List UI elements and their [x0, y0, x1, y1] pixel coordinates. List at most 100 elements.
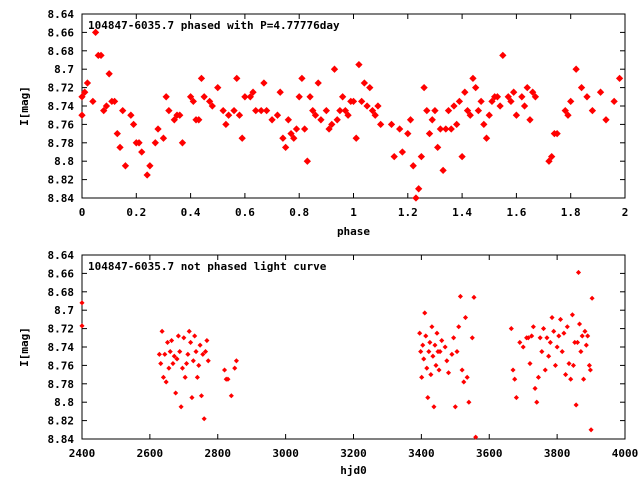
data-point	[189, 97, 197, 106]
data-point	[488, 97, 496, 106]
data-point	[548, 152, 556, 161]
data-point	[469, 74, 477, 83]
phased-y-tick-label: 8.66	[48, 26, 75, 39]
data-point	[83, 79, 92, 87]
data-point	[183, 361, 190, 367]
data-point	[91, 28, 100, 37]
data-point	[566, 361, 572, 367]
data-point	[552, 362, 558, 368]
data-point	[151, 139, 159, 147]
data-point	[317, 116, 325, 124]
data-point	[396, 125, 404, 133]
data-point	[459, 367, 465, 373]
data-point	[587, 367, 593, 373]
data-point	[428, 116, 436, 124]
data-point	[433, 362, 439, 368]
data-point	[456, 324, 462, 330]
data-point	[185, 351, 191, 357]
data-point	[156, 351, 162, 357]
data-point	[537, 335, 543, 341]
data-point	[314, 79, 322, 87]
data-point	[355, 60, 363, 69]
data-point	[303, 157, 311, 165]
phased-x-tick-label: 1.6	[506, 206, 526, 219]
data-point	[193, 349, 199, 355]
data-point	[417, 152, 426, 161]
data-point	[573, 402, 579, 408]
data-point	[333, 116, 341, 124]
unphased-y-axis-label: I[mag]	[18, 327, 31, 367]
data-point	[466, 399, 472, 405]
data-point	[238, 134, 246, 142]
data-point	[547, 339, 553, 345]
data-point	[338, 93, 347, 101]
data-point	[588, 427, 594, 433]
data-point	[322, 106, 330, 115]
phased-x-tick-label: 1.4	[452, 206, 472, 219]
data-point	[575, 269, 582, 276]
phased-x-tick-label: 0	[79, 206, 86, 219]
unphased-x-axis-label: hjd0	[340, 464, 367, 477]
data-point	[230, 106, 238, 115]
data-point	[129, 120, 138, 129]
data-point	[554, 344, 560, 350]
data-point	[374, 102, 382, 110]
data-point	[170, 116, 178, 124]
data-point	[444, 106, 453, 115]
data-point	[79, 300, 85, 306]
data-point	[442, 344, 448, 350]
unphased-x-tick-label: 3400	[408, 447, 435, 460]
data-point	[602, 116, 610, 124]
data-point	[529, 88, 537, 96]
data-point	[366, 83, 374, 92]
data-point	[461, 379, 467, 385]
data-point	[530, 324, 536, 330]
data-point	[406, 116, 415, 124]
data-point	[513, 395, 519, 401]
data-point	[423, 333, 429, 339]
data-point	[615, 74, 624, 83]
data-point	[200, 351, 206, 357]
unphased-x-tick-label: 3000	[272, 447, 299, 460]
data-point	[422, 310, 428, 316]
data-point	[523, 83, 531, 92]
data-point	[409, 162, 417, 170]
unphased-y-tick-label: 8.8	[54, 396, 74, 409]
data-point	[541, 326, 547, 332]
data-point	[368, 106, 377, 115]
phased-y-tick-label: 8.72	[48, 82, 75, 95]
data-point	[577, 83, 586, 92]
phased-y-tick-label: 8.76	[48, 118, 75, 131]
data-point	[208, 102, 216, 110]
data-point	[328, 120, 336, 129]
data-point	[564, 111, 572, 119]
data-point	[430, 353, 436, 359]
data-point	[158, 361, 164, 367]
data-point	[387, 120, 396, 129]
data-point	[510, 88, 518, 96]
data-point	[192, 333, 198, 339]
data-point	[181, 335, 187, 341]
data-point	[512, 111, 521, 119]
data-point	[466, 111, 474, 119]
data-point	[116, 143, 124, 152]
data-point	[325, 125, 333, 133]
data-point	[472, 83, 480, 92]
data-point	[135, 139, 143, 147]
data-point	[273, 111, 282, 119]
data-point	[518, 93, 526, 101]
data-point	[417, 330, 423, 336]
phased-y-tick-label: 8.68	[48, 45, 75, 58]
data-point	[309, 106, 317, 115]
data-point	[512, 376, 518, 382]
data-point	[176, 111, 184, 119]
data-point	[113, 129, 121, 138]
data-point	[198, 393, 205, 399]
data-point	[311, 111, 320, 119]
data-point	[179, 365, 186, 371]
data-point	[196, 362, 202, 368]
unphased-plot-frame	[81, 254, 626, 440]
data-point	[424, 365, 430, 371]
data-point	[175, 333, 181, 339]
data-point	[173, 390, 179, 396]
